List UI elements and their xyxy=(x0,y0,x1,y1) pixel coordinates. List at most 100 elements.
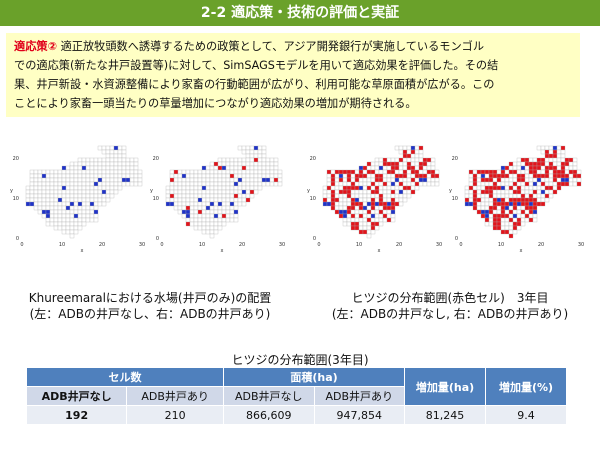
sheep-cell xyxy=(508,233,514,239)
grid-cell xyxy=(97,157,103,163)
sheep-cell xyxy=(334,197,340,203)
grid-cell xyxy=(81,173,87,179)
grid-cell xyxy=(516,157,522,163)
sheep-cell xyxy=(366,185,372,191)
grid-cell xyxy=(426,177,432,183)
grid-cell xyxy=(49,221,55,227)
sheep-cell xyxy=(496,201,502,207)
grid-cell xyxy=(350,177,356,183)
grid-cell xyxy=(366,205,372,211)
grid-cell xyxy=(512,177,518,183)
grid-cell xyxy=(386,197,392,203)
grid-cell xyxy=(217,209,223,215)
grid-cell xyxy=(492,209,498,215)
water-cell xyxy=(390,181,396,187)
grid-cell xyxy=(217,157,223,163)
sheep-cell xyxy=(370,197,376,203)
grid-cell xyxy=(201,217,207,223)
grid-cell xyxy=(97,185,103,191)
description-line-4: ことにより家畜一頭当たりの草量増加につながり適応効果の増加が期待される。 xyxy=(14,97,417,110)
sheep-cell xyxy=(338,169,344,175)
sheep-cell xyxy=(334,209,340,215)
grid-cell xyxy=(85,193,91,199)
sheep-cell xyxy=(390,165,396,171)
grid-cell xyxy=(394,193,400,199)
grid-cell xyxy=(53,173,59,179)
grid-cell xyxy=(193,169,199,175)
grid-cell xyxy=(77,177,83,183)
grid-cell xyxy=(53,193,59,199)
grid-cell xyxy=(209,197,215,203)
grid-cell xyxy=(390,177,396,183)
grid-cell xyxy=(37,181,43,187)
grid-cell xyxy=(57,169,63,175)
grid-cell xyxy=(265,169,271,175)
x-axis-label: x xyxy=(520,248,523,254)
grid-cell xyxy=(342,201,348,207)
sheep-cell xyxy=(524,205,530,211)
header-increase: 増加量(ha) xyxy=(404,367,486,406)
grid-cell xyxy=(105,161,111,167)
grid-cell xyxy=(382,169,388,175)
grid-cell xyxy=(508,205,514,211)
grid-cell xyxy=(504,189,510,195)
grid-cell xyxy=(516,209,522,215)
x-axis-label: x xyxy=(221,248,224,254)
grid-cell xyxy=(358,177,364,183)
water-cell xyxy=(504,205,510,211)
grid-cell xyxy=(524,165,530,171)
grid-cell xyxy=(520,213,526,219)
grid-cell xyxy=(57,217,63,223)
sheep-cell xyxy=(480,213,486,219)
grid-cell xyxy=(378,157,384,163)
grid-cell xyxy=(229,185,235,191)
grid-cell xyxy=(528,181,534,187)
sheep-cell xyxy=(488,209,494,215)
grid-cell xyxy=(33,189,39,195)
sheep-cell xyxy=(548,185,554,191)
grid-cell xyxy=(217,193,223,199)
grid-cell xyxy=(382,209,388,215)
water-cell xyxy=(552,145,558,151)
grid-cell xyxy=(334,177,340,183)
water-cell xyxy=(418,177,424,183)
grid-cell xyxy=(350,193,356,199)
grid-cell xyxy=(197,173,203,179)
grid-cell xyxy=(504,185,510,191)
water-cell xyxy=(326,201,332,207)
grid-cell xyxy=(552,185,558,191)
water-cell xyxy=(370,213,376,219)
sheep-cell xyxy=(330,173,336,179)
grid-cell xyxy=(205,209,211,215)
sheep-cell xyxy=(532,165,538,171)
grid-cell xyxy=(137,177,143,183)
grid-cell xyxy=(257,173,263,179)
sheep-cell xyxy=(402,169,408,175)
header-increase-pct: 増加量(%) xyxy=(485,367,567,406)
grid-cell xyxy=(476,205,482,211)
grid-cell xyxy=(53,177,59,183)
grid-cell xyxy=(201,177,207,183)
sheep-cell xyxy=(370,181,376,187)
sheep-cell xyxy=(504,213,510,219)
water-cell xyxy=(358,165,364,171)
sheep-cell xyxy=(504,229,510,235)
x-tick-label: 0 xyxy=(459,242,462,248)
grid-cell xyxy=(217,173,223,179)
grid-cell xyxy=(257,157,263,163)
grid-cell xyxy=(564,169,570,175)
grid-cell xyxy=(45,201,51,207)
grid-cell xyxy=(73,181,79,187)
grid-cell xyxy=(528,213,534,219)
grid-cell xyxy=(496,181,502,187)
water-cell xyxy=(29,201,35,207)
grid-cell xyxy=(105,193,111,199)
grid-cell xyxy=(173,197,179,203)
grid-cell xyxy=(113,161,119,167)
sheep-cell xyxy=(512,181,518,187)
grid-cell xyxy=(69,209,75,215)
water-cell xyxy=(253,145,259,151)
grid-cell xyxy=(85,181,91,187)
grid-cell xyxy=(113,177,119,183)
sheep-cell xyxy=(488,177,494,183)
